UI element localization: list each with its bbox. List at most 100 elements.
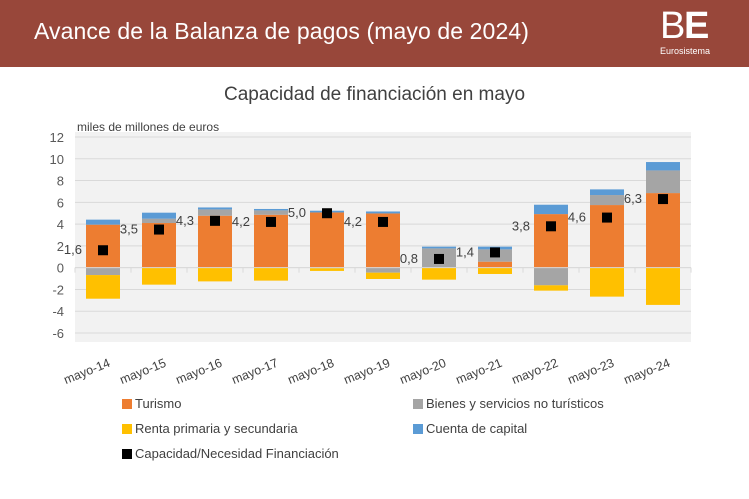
bar-segment-renta-primaria-y-secundaria bbox=[142, 267, 176, 285]
x-axis-label: mayo-23 bbox=[566, 356, 616, 387]
legend-label: Capacidad/Necesidad Financiación bbox=[135, 446, 339, 461]
y-axis-label: miles de millones de euros bbox=[77, 120, 219, 134]
bar-segment-bienes-y-servicios-no-tur-sticos bbox=[254, 210, 288, 215]
data-label: 4,2 bbox=[232, 214, 250, 229]
capacidad-marker bbox=[154, 224, 164, 235]
markers: 1,6 3,5 4,3 4,2 5,0 4,2 0,8 1,4 3,8 4,6 6,3 bbox=[64, 191, 668, 266]
y-tick-label: 8 bbox=[57, 174, 64, 189]
data-label: 6,3 bbox=[624, 191, 642, 206]
data-label: 1,6 bbox=[64, 242, 82, 257]
bar-segment-turismo bbox=[646, 193, 680, 268]
capacidad-marker bbox=[434, 253, 444, 264]
capacidad-marker bbox=[378, 216, 388, 227]
capacidad-marker bbox=[658, 194, 668, 205]
legend-label: Cuenta de capital bbox=[426, 421, 528, 436]
x-axis-label: mayo-19 bbox=[342, 356, 392, 387]
x-axis-label: mayo-24 bbox=[622, 356, 672, 387]
logo-mark-e: E bbox=[684, 5, 710, 47]
x-axis-label: mayo-21 bbox=[454, 356, 504, 387]
bar-segment-cuenta-de-capital bbox=[534, 204, 568, 215]
x-axis-labels: mayo-14 mayo-15 mayo-16 mayo-17 mayo-18 mayo-… bbox=[62, 356, 672, 387]
capacidad-marker bbox=[98, 245, 108, 256]
y-axis-ticks: -6 -4 -2 0 2 4 6 8 10 12 bbox=[50, 130, 64, 341]
legend-label: Bienes y servicios no turísticos bbox=[426, 396, 604, 411]
logo-mark-b: B bbox=[660, 5, 685, 47]
x-axis-label: mayo-14 bbox=[62, 356, 112, 387]
bar-segment-renta-primaria-y-secundaria bbox=[198, 267, 232, 282]
header-banner: Avance de la Balanza de pagos (mayo de 2… bbox=[0, 0, 749, 67]
bar-segment-renta-primaria-y-secundaria bbox=[366, 272, 400, 279]
bar-segment-cuenta-de-capital bbox=[646, 162, 680, 171]
data-label: 0,8 bbox=[400, 251, 418, 266]
x-axis bbox=[74, 267, 692, 273]
legend-label: Turismo bbox=[135, 396, 182, 411]
capacidad-marker bbox=[322, 208, 332, 219]
bar-segment-bienes-y-servicios-no-tur-sticos bbox=[590, 195, 624, 206]
y-tick-label: 10 bbox=[50, 152, 64, 167]
logo-subtitle: Eurosistema bbox=[660, 46, 711, 56]
capacidad-marker bbox=[602, 212, 612, 223]
banco-de-espana-logo: B E Eurosistema bbox=[658, 6, 718, 58]
bar-segment-turismo bbox=[478, 261, 512, 268]
bar-segment-cuenta-de-capital bbox=[254, 208, 288, 211]
data-label: 4,6 bbox=[568, 210, 586, 225]
bar-segment-turismo bbox=[310, 212, 344, 268]
legend-item-cuenta-capital: Cuenta de capital bbox=[413, 421, 527, 436]
legend-item-turismo: Turismo bbox=[122, 396, 181, 411]
legend-swatch bbox=[413, 424, 423, 434]
data-label: 4,2 bbox=[344, 214, 362, 229]
legend-item-capacidad: Capacidad/Necesidad Financiación bbox=[122, 446, 339, 461]
legend-swatch bbox=[122, 449, 132, 459]
bar-segment-renta-primaria-y-secundaria bbox=[534, 285, 568, 291]
legend-item-renta: Renta primaria y secundaria bbox=[122, 421, 298, 436]
bar-segment-renta-primaria-y-secundaria bbox=[86, 275, 120, 299]
bar-segment-cuenta-de-capital bbox=[366, 211, 400, 214]
bar-segment-bienes-y-servicios-no-tur-sticos bbox=[142, 218, 176, 224]
bar-segment-cuenta-de-capital bbox=[142, 212, 176, 219]
data-label: 3,8 bbox=[512, 218, 530, 233]
page-title: Avance de la Balanza de pagos (mayo de 2… bbox=[34, 18, 529, 44]
data-label: 3,5 bbox=[120, 222, 138, 237]
bar-segment-bienes-y-servicios-no-tur-sticos bbox=[534, 267, 568, 286]
legend-item-bienes-servicios: Bienes y servicios no turísticos bbox=[413, 396, 604, 411]
y-tick-label: 0 bbox=[57, 261, 64, 276]
capacidad-marker bbox=[490, 247, 500, 258]
bar-segment-cuenta-de-capital bbox=[86, 219, 120, 225]
x-axis-label: mayo-16 bbox=[174, 356, 224, 387]
legend-swatch bbox=[413, 399, 423, 409]
chart-title: Capacidad de financiación en mayo bbox=[223, 84, 526, 105]
capacidad-marker bbox=[210, 215, 220, 226]
bar-segment-renta-primaria-y-secundaria bbox=[310, 268, 344, 271]
x-axis-label: mayo-18 bbox=[286, 356, 336, 387]
legend-swatch bbox=[122, 424, 132, 434]
bar-segment-bienes-y-servicios-no-tur-sticos bbox=[366, 267, 400, 273]
y-tick-label: 4 bbox=[57, 217, 64, 232]
y-tick-label: 2 bbox=[57, 239, 64, 254]
capacidad-marker bbox=[266, 216, 276, 227]
y-tick-label: -2 bbox=[52, 282, 64, 297]
y-tick-label: -6 bbox=[52, 326, 64, 341]
bar-segment-bienes-y-servicios-no-tur-sticos bbox=[86, 267, 120, 276]
bar-segment-renta-primaria-y-secundaria bbox=[422, 267, 456, 280]
y-tick-label: 6 bbox=[57, 195, 64, 210]
data-label: 1,4 bbox=[456, 244, 474, 259]
bar-segment-bienes-y-servicios-no-tur-sticos bbox=[646, 170, 680, 194]
bar-segment-cuenta-de-capital bbox=[590, 189, 624, 196]
data-label: 4,3 bbox=[176, 213, 194, 228]
bar-segment-bienes-y-servicios-no-tur-sticos bbox=[198, 209, 232, 216]
legend-swatch bbox=[122, 399, 132, 409]
x-axis-label: mayo-15 bbox=[118, 356, 168, 387]
bar-segment-renta-primaria-y-secundaria bbox=[646, 267, 680, 305]
legend-label: Renta primaria y secundaria bbox=[135, 421, 298, 436]
x-axis-label: mayo-22 bbox=[510, 356, 560, 387]
data-label: 5,0 bbox=[288, 205, 306, 220]
bar-segment-renta-primaria-y-secundaria bbox=[590, 267, 624, 297]
bar-segment-cuenta-de-capital bbox=[198, 207, 232, 210]
capacidad-marker bbox=[546, 221, 556, 232]
y-tick-label: 12 bbox=[50, 130, 64, 145]
bar-segment-renta-primaria-y-secundaria bbox=[254, 267, 288, 281]
y-tick-label: -4 bbox=[52, 304, 64, 319]
bar-segment-renta-primaria-y-secundaria bbox=[478, 267, 512, 274]
x-axis-label: mayo-17 bbox=[230, 356, 280, 387]
